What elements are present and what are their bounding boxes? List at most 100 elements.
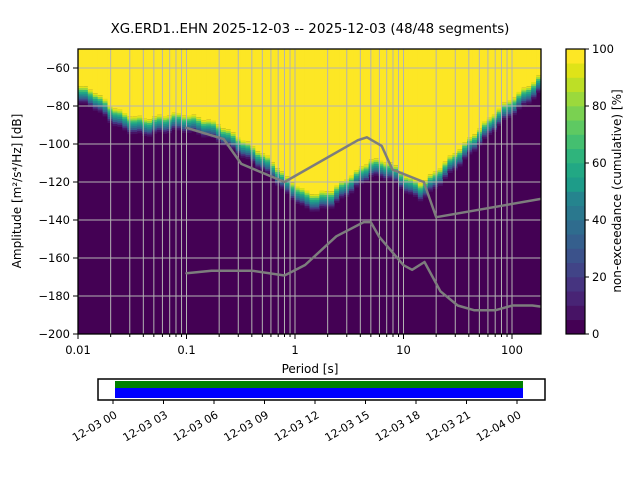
heatmap-bin-transition [78,93,84,96]
heatmap-bin-100pct [417,49,424,184]
heatmap-bin-transition [422,191,429,194]
heatmap-bin-transition [491,120,498,123]
heatmap-bin-transition [132,131,138,135]
heatmap-bin-transition [220,131,227,135]
heatmap-bin-100pct [373,49,379,159]
heatmap-bin-transition [501,117,507,121]
heatmap-bin-transition [161,127,168,131]
heatmap-bin-transition [408,188,414,191]
heatmap-bin-transition [122,124,128,127]
heatmap-bin-transition [398,186,404,189]
heatmap-bin-transition [496,110,502,113]
heatmap-bin-transition [526,95,532,98]
heatmap-bin-transition [284,183,291,187]
y-tick-label: −180 [38,289,70,303]
heatmap-bin-transition [161,120,168,123]
heatmap-bin-transition [373,160,379,163]
heatmap-bin-100pct [329,49,335,192]
heatmap-bin-transition [181,129,187,132]
heatmap-bin-100pct [206,49,212,120]
heatmap-bin-transition [511,109,517,112]
heatmap-bin-transition [132,130,138,133]
heatmap-bin-transition [314,209,320,212]
heatmap-bin-transition [481,129,488,132]
heatmap-bin-transition [92,106,99,109]
heatmap-bin-transition [117,124,123,127]
heatmap-bin-transition [299,195,305,198]
y-tick-label: −80 [46,99,70,113]
heatmap-bin-transition [294,188,301,191]
heatmap-bin-transition [506,108,512,111]
heatmap-bin-transition [275,175,281,179]
heatmap-bin-transition [462,142,468,145]
heatmap-bin-transition [314,201,320,204]
heatmap-bin-transition [250,146,256,149]
heatmap-bin-transition [102,102,108,106]
heatmap-bin-transition [526,97,532,100]
heatmap-bin-transition [78,101,84,104]
heatmap-bin-transition [334,187,340,190]
heatmap-bin-transition [496,119,502,123]
heatmap-bin-transition [215,139,222,143]
heatmap-bin-transition [491,125,498,129]
heatmap-bin-transition [270,171,276,174]
heatmap-bin-transition [531,87,537,90]
heatmap-bin-transition [314,194,320,197]
heatmap-bin-transition [481,130,488,134]
heatmap-bin-transition [270,169,276,173]
heatmap-bin-transition [422,189,429,192]
heatmap-bin-transition [412,181,419,184]
heatmap-bin-transition [516,93,522,97]
heatmap-bin-transition [319,192,325,196]
coverage-tick-label: 12-03 15 [323,408,372,444]
heatmap-bin-transition [265,169,271,172]
heatmap-bin-transition [408,178,414,182]
heatmap-bin-transition [536,86,541,89]
heatmap-bin-transition [299,203,305,206]
heatmap-bin-transition [250,147,256,151]
colorbar-band [566,106,585,121]
heatmap-bin-transition [161,116,168,119]
heatmap-bin-transition [348,189,355,192]
heatmap-bin-transition [457,154,463,158]
heatmap-bin-100pct [309,49,315,195]
heatmap-bin-transition [472,137,478,141]
heatmap-bin-transition [348,175,355,179]
heatmap-bin-transition [215,126,222,129]
heatmap-bin-transition [171,118,177,121]
heatmap-bin-transition [536,84,541,88]
heatmap-bin-transition [403,187,409,190]
heatmap-bin-transition [334,191,340,194]
heatmap-bin-100pct [314,49,320,195]
heatmap-bin-transition [304,194,310,197]
heatmap-bin-100pct [225,49,232,130]
heatmap-bin-transition [245,156,251,160]
heatmap-bin-transition [181,130,187,134]
heatmap-bin-transition [220,143,227,146]
heatmap-bin-transition [240,140,246,143]
heatmap-bin-transition [363,176,370,179]
heatmap-bin-transition [526,99,532,102]
heatmap-bin-transition [437,168,443,171]
heatmap-bin-transition [304,204,310,207]
heatmap-bin-transition [176,122,182,125]
colorbar-band [566,191,585,207]
colorbar-band [566,120,585,135]
heatmap-bin-transition [393,165,399,168]
heatmap-bin-transition [255,164,261,167]
heatmap-bin-transition [491,127,498,131]
heatmap-bin-transition [506,115,512,118]
heatmap-bin-transition [142,133,148,136]
coverage-tick-label: 12-03 12 [272,408,321,444]
heatmap-bin-transition [417,183,424,187]
heatmap-bin-100pct [358,49,365,167]
heatmap-bin-transition [462,153,468,156]
heatmap-bin-transition [353,175,360,178]
heatmap-bin-transition [319,190,325,194]
heatmap-bin-transition [462,143,468,147]
heatmap-bin-transition [427,181,434,185]
heatmap-bin-transition [97,102,104,105]
heatmap-bin-transition [156,120,163,123]
heatmap-bin-transition [447,166,453,170]
heatmap-bin-transition [82,91,89,95]
